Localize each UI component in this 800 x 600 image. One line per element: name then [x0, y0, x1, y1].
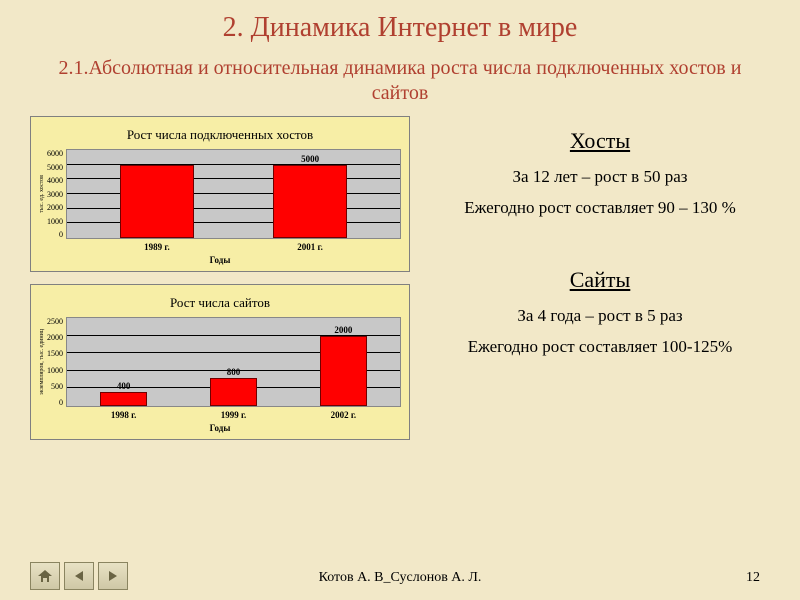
hosts-yticks: 6000500040003000200010000 [47, 149, 66, 239]
sites-chart: Рост числа сайтов экземпляров, тыс. един… [30, 284, 410, 440]
sites-ylabel: экземпляров, тыс. единиц [39, 329, 45, 395]
sites-plot: 400 800 2000 1998 г. 1999 г. 2002 г. [66, 317, 401, 407]
home-icon [37, 569, 53, 583]
hosts-plot: 5000 1989 г. 2001 г. [66, 149, 401, 239]
charts-column: Рост числа подключенных хостов тыс. ед. … [30, 116, 410, 452]
sites-xlabel: Годы [39, 423, 401, 433]
sites-bar-1: 800 [210, 378, 257, 406]
footer-author: Котов А. В_Суслонов А. Л. [319, 570, 482, 585]
footer-page: 12 [746, 570, 760, 586]
info-column: Хосты За 12 лет – рост в 50 раз Ежегодно… [430, 116, 770, 452]
nav-controls [30, 562, 128, 590]
prev-button[interactable] [64, 562, 94, 590]
sites-bar-2: 2000 [320, 336, 367, 406]
hosts-bar-0 [120, 165, 193, 238]
sites-line1: За 4 года – рост в 5 раз [430, 305, 770, 326]
slide-subtitle: 2.1.Абсолютная и относительная динамика … [0, 48, 800, 116]
hosts-header: Хосты [430, 128, 770, 154]
hosts-line1: За 12 лет – рост в 50 раз [430, 166, 770, 187]
sites-chart-title: Рост числа сайтов [39, 295, 401, 311]
slide-title: 2. Динамика Интернет в мире [0, 0, 800, 48]
sites-line2: Ежегодно рост составляет 100-125% [430, 336, 770, 357]
next-icon [106, 569, 120, 583]
prev-icon [72, 569, 86, 583]
home-button[interactable] [30, 562, 60, 590]
sites-header: Сайты [430, 267, 770, 293]
next-button[interactable] [98, 562, 128, 590]
hosts-bar-1: 5000 [273, 165, 346, 238]
hosts-chart-title: Рост числа подключенных хостов [39, 127, 401, 143]
hosts-ylabel: тыс. ед. хостов [39, 175, 45, 213]
sites-bar-0: 400 [100, 392, 147, 406]
sites-yticks: 25002000150010005000 [47, 317, 66, 407]
hosts-line2: Ежегодно рост составляет 90 – 130 % [430, 197, 770, 218]
hosts-chart: Рост числа подключенных хостов тыс. ед. … [30, 116, 410, 272]
hosts-xlabel: Годы [39, 255, 401, 265]
